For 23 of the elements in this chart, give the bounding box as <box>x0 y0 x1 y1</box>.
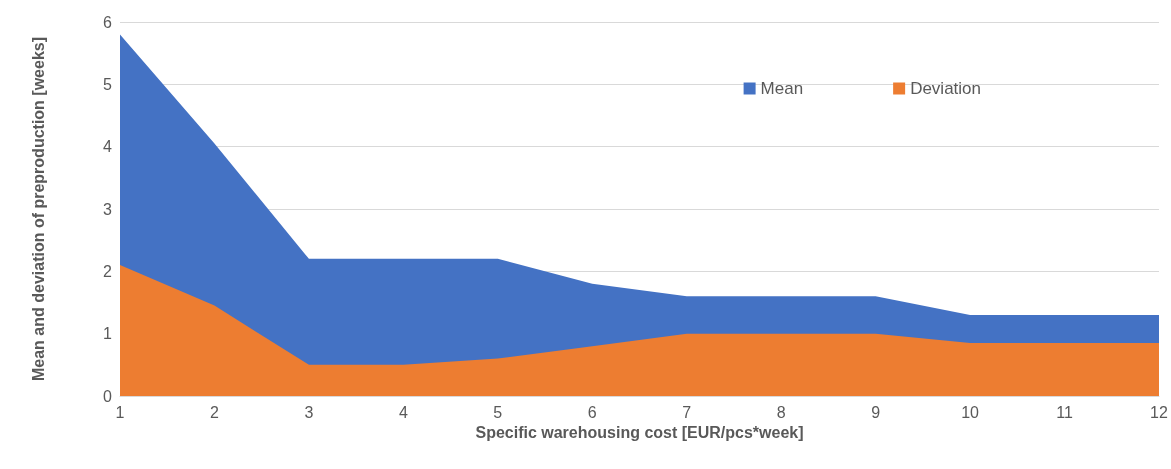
x-tick-label: 4 <box>398 403 408 421</box>
x-tick-label: 11 <box>1056 403 1073 421</box>
x-tick-label: 8 <box>776 403 786 421</box>
y-tick-label: 4 <box>103 138 113 156</box>
x-tick-label: 12 <box>1150 403 1168 421</box>
legend-label: Deviation <box>910 79 981 98</box>
x-tick-label: 7 <box>682 403 692 421</box>
y-tick-label: 0 <box>103 387 113 405</box>
y-tick-label: 3 <box>103 200 113 218</box>
x-tick-label: 1 <box>115 403 125 421</box>
x-tick-label: 5 <box>493 403 503 421</box>
x-tick-label: 3 <box>304 403 314 421</box>
y-tick-label: 2 <box>103 262 113 280</box>
y-tick-label: 6 <box>103 13 113 31</box>
x-tick-label: 9 <box>871 403 881 421</box>
y-axis-title: Mean and deviation of preproduction [weeks] <box>29 36 47 382</box>
x-tick-label: 2 <box>210 403 219 421</box>
y-tick-label: 5 <box>103 75 113 93</box>
x-axis-title: Specific warehousing cost [EUR/pcs*week] <box>475 424 804 442</box>
x-tick-label: 6 <box>587 403 597 421</box>
y-tick-label: 1 <box>103 325 113 343</box>
x-tick-label: 10 <box>961 403 980 421</box>
legend-label: Mean <box>760 79 804 98</box>
